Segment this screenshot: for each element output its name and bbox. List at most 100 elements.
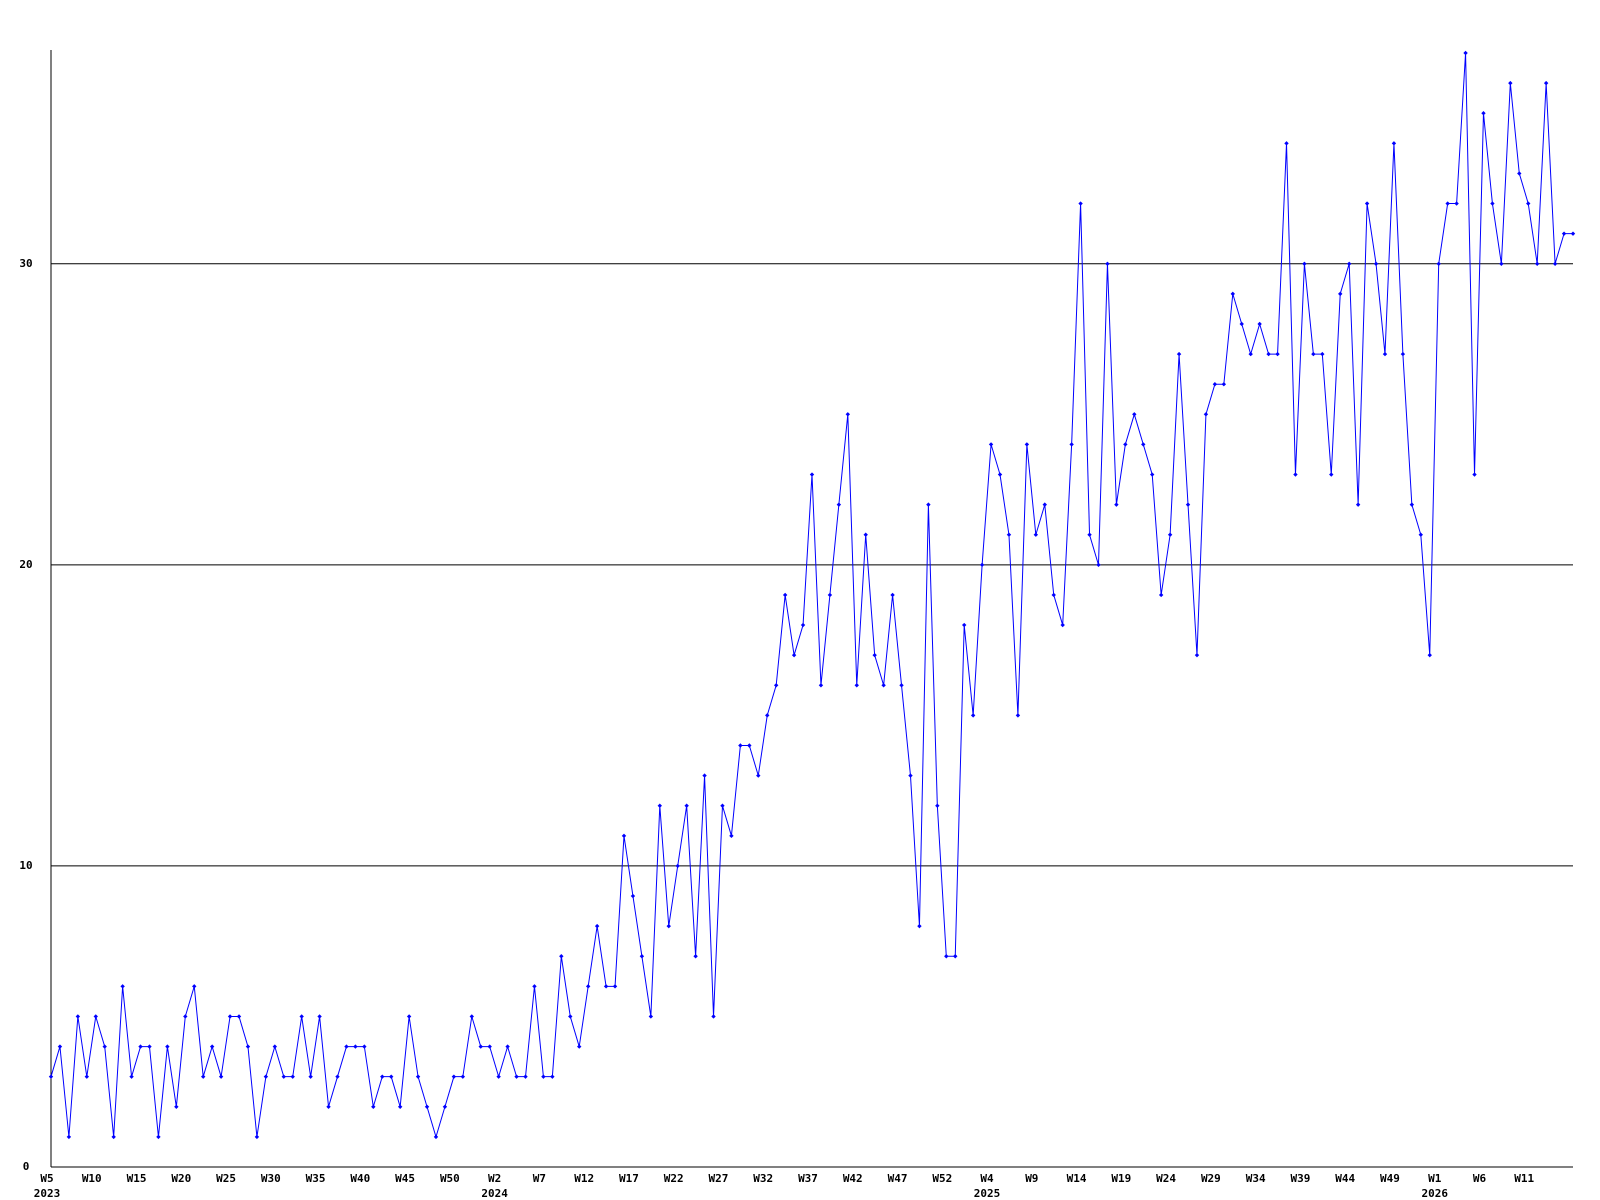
data-point bbox=[648, 1014, 654, 1019]
data-point bbox=[603, 984, 609, 989]
x-tick-label: W40 bbox=[350, 1172, 370, 1185]
data-point bbox=[711, 1014, 716, 1019]
data-point bbox=[1284, 141, 1289, 146]
data-point bbox=[299, 1014, 304, 1019]
data-point bbox=[935, 803, 940, 808]
data-point bbox=[156, 1134, 161, 1140]
data-point bbox=[209, 1044, 215, 1049]
x-tick-label: W6 bbox=[1473, 1172, 1487, 1185]
data-point bbox=[1454, 201, 1459, 206]
data-point bbox=[415, 1074, 421, 1079]
data-point bbox=[1239, 321, 1244, 327]
data-point bbox=[1382, 351, 1388, 357]
data-point bbox=[773, 683, 779, 688]
data-point bbox=[362, 1044, 367, 1049]
y-tick-label: 20 bbox=[19, 558, 32, 571]
data-point bbox=[75, 1014, 81, 1019]
data-point bbox=[1132, 412, 1137, 417]
data-point bbox=[1534, 261, 1540, 266]
data-point bbox=[1436, 261, 1441, 266]
data-point bbox=[854, 683, 859, 688]
data-point bbox=[1499, 261, 1504, 266]
data-point bbox=[559, 954, 564, 959]
x-tick-label: W1 bbox=[1428, 1172, 1442, 1185]
data-point bbox=[1561, 231, 1567, 236]
data-point bbox=[1418, 532, 1423, 537]
data-point bbox=[1346, 261, 1352, 266]
x-tick-label: W2 bbox=[488, 1172, 501, 1185]
data-point bbox=[1517, 171, 1522, 176]
data-point bbox=[102, 1044, 107, 1049]
data-point bbox=[720, 803, 725, 808]
data-point bbox=[1329, 472, 1334, 477]
data-point bbox=[424, 1104, 430, 1109]
data-point bbox=[218, 1074, 224, 1079]
data-point bbox=[380, 1074, 385, 1079]
data-point bbox=[970, 713, 976, 718]
data-point bbox=[406, 1014, 412, 1019]
data-point bbox=[317, 1014, 322, 1019]
data-point bbox=[1123, 442, 1128, 447]
x-tick-label: W44 bbox=[1335, 1172, 1355, 1185]
data-point bbox=[1570, 231, 1576, 236]
x-tick-label: W15 bbox=[127, 1172, 147, 1185]
data-point bbox=[138, 1044, 143, 1049]
data-point bbox=[57, 1044, 63, 1049]
data-point bbox=[541, 1074, 546, 1079]
data-point bbox=[245, 1044, 251, 1049]
data-point bbox=[496, 1074, 501, 1079]
data-point bbox=[147, 1044, 152, 1049]
data-point bbox=[335, 1074, 340, 1079]
data-point bbox=[944, 954, 949, 959]
data-point bbox=[1472, 472, 1477, 477]
data-point bbox=[1194, 652, 1200, 658]
data-point bbox=[666, 923, 671, 929]
data-point bbox=[1302, 261, 1307, 266]
data-point bbox=[791, 652, 797, 658]
data-point bbox=[353, 1044, 358, 1049]
x-tick-label: W37 bbox=[798, 1172, 818, 1185]
x-tick-label: W49 bbox=[1380, 1172, 1400, 1185]
x-tick-label: W17 bbox=[619, 1172, 639, 1185]
x-tick-label: W25 bbox=[216, 1172, 236, 1185]
x-tick-label: W20 bbox=[171, 1172, 191, 1185]
x-year-label: 2025 bbox=[974, 1187, 1001, 1200]
data-point bbox=[1176, 351, 1182, 357]
data-point bbox=[1221, 381, 1227, 387]
data-point bbox=[1257, 321, 1262, 327]
data-point bbox=[326, 1104, 331, 1109]
data-point bbox=[1543, 80, 1549, 86]
data-point bbox=[917, 923, 922, 929]
data-point bbox=[800, 622, 806, 628]
data-point bbox=[397, 1104, 403, 1109]
data-point bbox=[201, 1074, 206, 1079]
x-tick-label: W34 bbox=[1246, 1172, 1266, 1185]
data-point bbox=[908, 773, 913, 778]
data-point bbox=[290, 1074, 295, 1079]
y-tick-label: 30 bbox=[19, 257, 32, 270]
data-point bbox=[639, 954, 645, 959]
data-point bbox=[66, 1134, 72, 1140]
data-point bbox=[1114, 502, 1119, 507]
data-point bbox=[809, 472, 815, 477]
data-point bbox=[48, 1074, 54, 1079]
x-tick-label: W47 bbox=[888, 1172, 908, 1185]
data-point bbox=[129, 1074, 134, 1079]
data-point bbox=[514, 1074, 519, 1079]
data-point bbox=[1060, 622, 1065, 628]
x-tick-label: W5 bbox=[40, 1172, 53, 1185]
data-point bbox=[997, 472, 1003, 477]
data-point bbox=[1427, 652, 1432, 658]
data-point bbox=[183, 1014, 188, 1019]
data-point bbox=[630, 893, 636, 899]
data-point bbox=[926, 502, 931, 507]
data-point bbox=[1293, 472, 1298, 477]
x-tick-label: W32 bbox=[753, 1172, 773, 1185]
data-point bbox=[487, 1044, 492, 1049]
data-point bbox=[272, 1044, 278, 1049]
data-point bbox=[505, 1044, 510, 1049]
data-point bbox=[890, 592, 895, 598]
data-point bbox=[738, 743, 743, 748]
data-point bbox=[192, 984, 197, 989]
x-tick-label: W9 bbox=[1025, 1172, 1038, 1185]
